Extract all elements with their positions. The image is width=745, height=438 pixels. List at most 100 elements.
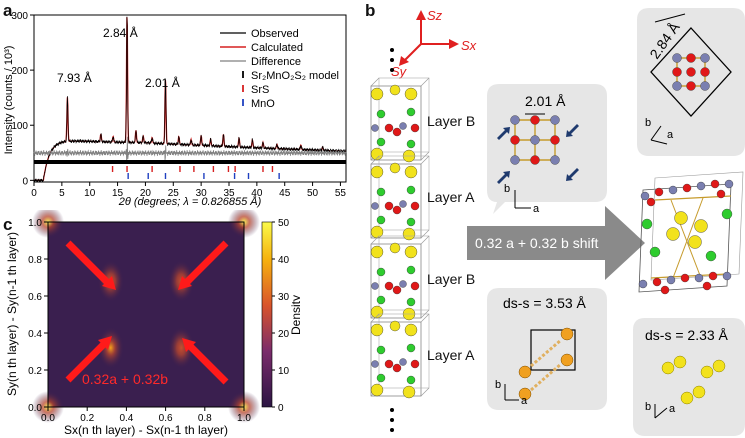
shifted-atom <box>666 227 680 241</box>
hm-ytick-label: 0.0 <box>28 403 42 414</box>
sulfur-atom <box>404 245 418 259</box>
lattice-distance-label: 2.01 Å <box>525 93 566 109</box>
legend-model: Sr₂MnO₂S₂ model <box>251 70 339 82</box>
shifted-atom <box>682 183 692 193</box>
manganese-atom <box>530 135 540 145</box>
arrowhead-top-right <box>178 276 192 290</box>
strontium-atom <box>376 187 386 197</box>
legend-calculated: Calculated <box>251 42 303 54</box>
sulfur-atom <box>370 305 384 319</box>
sulfur-atom <box>402 385 416 399</box>
shifted-atom <box>721 208 733 220</box>
manganese-atom <box>399 280 407 288</box>
xrd-xtick-label: 15 <box>112 188 124 199</box>
heatmap-frame <box>47 221 245 408</box>
manganese-atom <box>399 122 407 130</box>
hm-ytick-label: 0.6 <box>28 292 42 303</box>
sulfur-atom <box>712 359 726 373</box>
shifted-atom <box>641 218 653 230</box>
xrd-xtick-label: 0 <box>31 188 37 199</box>
sulfur-atom <box>370 245 384 259</box>
xrd-xtick-label: 25 <box>168 188 180 199</box>
manganese-atom <box>510 155 520 165</box>
heatmap-chart: 0.32a + 0.32b 0.0 0.2 0.4 0.6 0.8 1.0 0.0 0.2 0.… <box>5 210 300 437</box>
layer-label-4: Layer A <box>427 347 475 363</box>
xrd-xtick-label: 55 <box>335 188 347 199</box>
continuation-dots-bottom <box>390 408 394 432</box>
layer-label-3: Layer B <box>427 271 476 287</box>
layer-label-2: Layer A <box>427 189 475 205</box>
ds-left-label: ds-s = 3.53 Å <box>503 295 587 311</box>
xrd-plot-frame <box>33 14 347 183</box>
oxygen-atom <box>384 123 394 133</box>
lattice-atom <box>700 81 710 91</box>
shift-annotation: 0.32a + 0.32b <box>82 371 168 387</box>
arrow-top-right <box>183 240 229 286</box>
strontium-atom <box>376 295 386 305</box>
strontium-atom <box>406 343 416 353</box>
axis-a-label-3: a <box>521 395 528 407</box>
lattice-atom <box>700 53 710 63</box>
shifted-atom <box>702 281 712 291</box>
hm-ytick-label: 0.4 <box>28 329 42 340</box>
xrd-ytick-label: 0 <box>22 176 28 187</box>
spin-axes: Sz Sx Sy <box>391 8 477 79</box>
arrow-top-left <box>65 240 111 286</box>
stack-layer-1 <box>370 77 430 163</box>
oxygen-atom <box>550 135 560 145</box>
cb-tick-label: 0 <box>278 403 284 414</box>
sulfur-atom <box>680 391 694 405</box>
colorbar <box>261 221 273 408</box>
shifted-atom <box>724 179 734 189</box>
sulfur-atom <box>518 387 532 401</box>
sulfur-atom <box>389 84 401 96</box>
manganese-atom <box>371 124 379 132</box>
peak-label-793: 7.93 Å <box>57 70 92 85</box>
oxygen-atom <box>510 135 520 145</box>
stack-layer-4 <box>370 313 430 399</box>
cb-tick-label: 50 <box>278 218 290 229</box>
observed-series <box>33 16 347 183</box>
cb-tick-label: 40 <box>278 255 290 266</box>
panel-label-c: c <box>3 215 13 234</box>
hm-xtick-label: 0.8 <box>198 413 212 424</box>
strontium-atom <box>376 137 386 147</box>
strontium-atom <box>376 373 386 383</box>
sulfur-atom <box>370 383 384 397</box>
spin-arrow-icon <box>497 171 510 184</box>
manganese-atom <box>550 155 560 165</box>
sulfur-atom <box>404 323 418 337</box>
stack-layer-3 <box>370 235 430 321</box>
shifted-atom <box>696 181 706 191</box>
shifted-atom <box>660 285 670 295</box>
shifted-atom <box>666 275 676 285</box>
heatmap-xlabel-text: Sx(n th layer) - Sx(n-1 th layer) <box>64 423 228 437</box>
sulfur-atom <box>560 327 574 341</box>
manganese-atom <box>550 115 560 125</box>
cb-tick-label: 30 <box>278 292 290 303</box>
model-tick-band <box>34 160 346 164</box>
sulfur-atom <box>389 320 401 332</box>
xrd-ytick-label: 100 <box>11 121 28 132</box>
oxygen-atom <box>392 363 402 373</box>
strontium-atom <box>376 267 386 277</box>
layer-label-1: Layer B <box>427 113 476 129</box>
hm-xtick-label: 1.0 <box>237 413 251 424</box>
sulfur-atom <box>370 147 384 161</box>
oxygen-atom <box>672 67 682 77</box>
axis-sz: Sz <box>427 8 443 23</box>
shifted-atom <box>694 273 704 283</box>
strontium-atom <box>406 375 416 385</box>
oxygen-atom <box>686 53 696 63</box>
sulfur-atom <box>692 385 706 399</box>
sulfur-atom <box>518 365 532 379</box>
oxygen-atom <box>410 201 420 211</box>
legend-mno: MnO <box>251 98 275 110</box>
xrd-xtick-label: 5 <box>59 188 65 199</box>
sulfur-atom <box>404 87 418 101</box>
lattice-atom <box>672 53 682 63</box>
arrow-bottom-right <box>187 343 229 385</box>
sulfur-atom <box>370 323 384 337</box>
shifted-atom <box>654 187 664 197</box>
xrd-xtick-label: 40 <box>251 188 263 199</box>
